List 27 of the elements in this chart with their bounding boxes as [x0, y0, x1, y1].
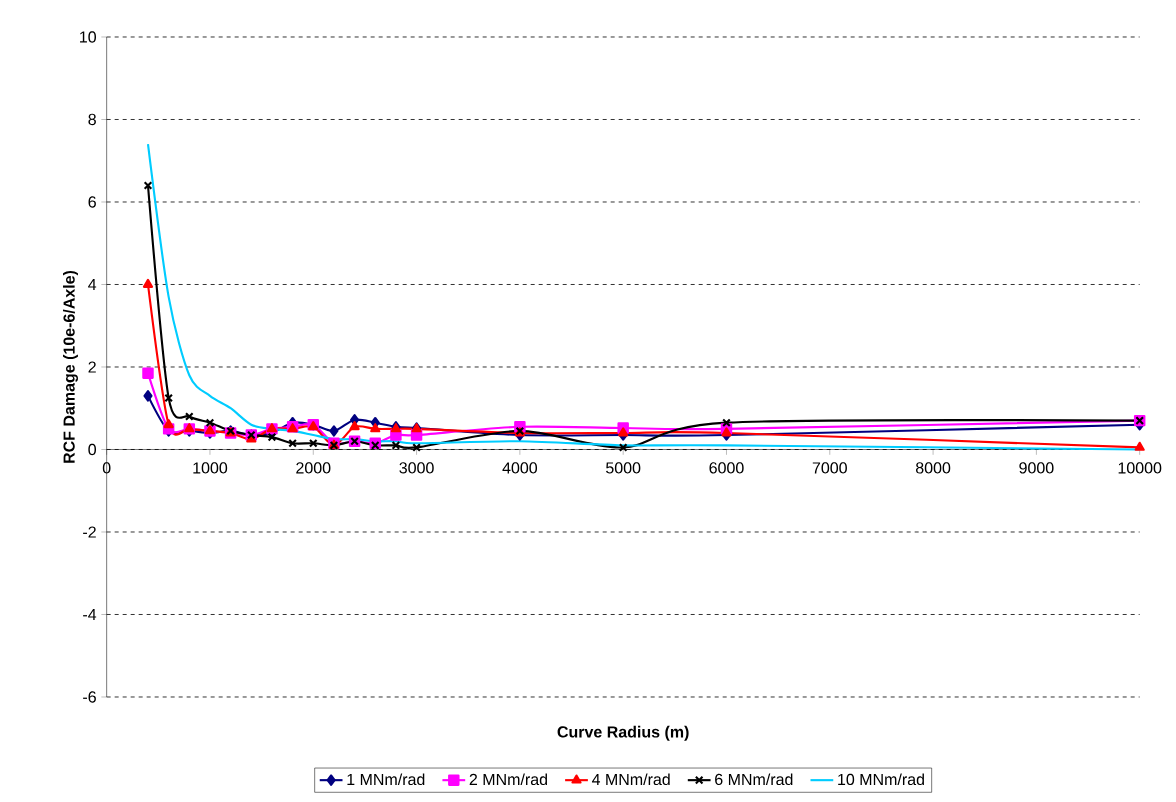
- x-tick-label: 6000: [709, 462, 744, 474]
- x-tick-label: 7000: [812, 462, 847, 474]
- legend-label: 2 MNm/rad: [469, 773, 547, 786]
- legend-label: 10 MNm/rad: [838, 773, 924, 786]
- x-tick-label: 4000: [502, 462, 538, 474]
- y-tick-label: 10: [80, 31, 97, 43]
- y-axis-title: RCF Damage (10e-6/Axle): [63, 270, 78, 463]
- x-tick-label: 9000: [1019, 462, 1054, 474]
- y-tick-label: -6: [83, 691, 96, 703]
- y-tick-label: 0: [88, 443, 97, 456]
- y-tick-label: 6: [88, 196, 96, 208]
- y-tick-label: -2: [83, 526, 96, 538]
- x-tick-label: 8000: [915, 462, 951, 474]
- legend-label: 6 MNm/rad: [715, 773, 793, 786]
- x-tick-label: 1000: [193, 462, 228, 474]
- x-tick-label: 2000: [296, 462, 331, 474]
- y-tick-label: 2: [88, 361, 96, 373]
- y-tick-label: -4: [83, 609, 97, 620]
- legend-label: 1 MNm/rad: [347, 773, 425, 786]
- x-axis-title: Curve Radius (m): [557, 725, 689, 741]
- x-tick-label: 5000: [606, 462, 641, 474]
- x-tick-label: 3000: [399, 462, 434, 474]
- x-tick-label: 0: [102, 462, 111, 474]
- y-tick-label: 8: [88, 113, 96, 126]
- x-tick-label: 10000: [1118, 462, 1162, 474]
- y-tick-label: 4: [88, 278, 97, 290]
- legend-label: 4 MNm/rad: [591, 773, 670, 786]
